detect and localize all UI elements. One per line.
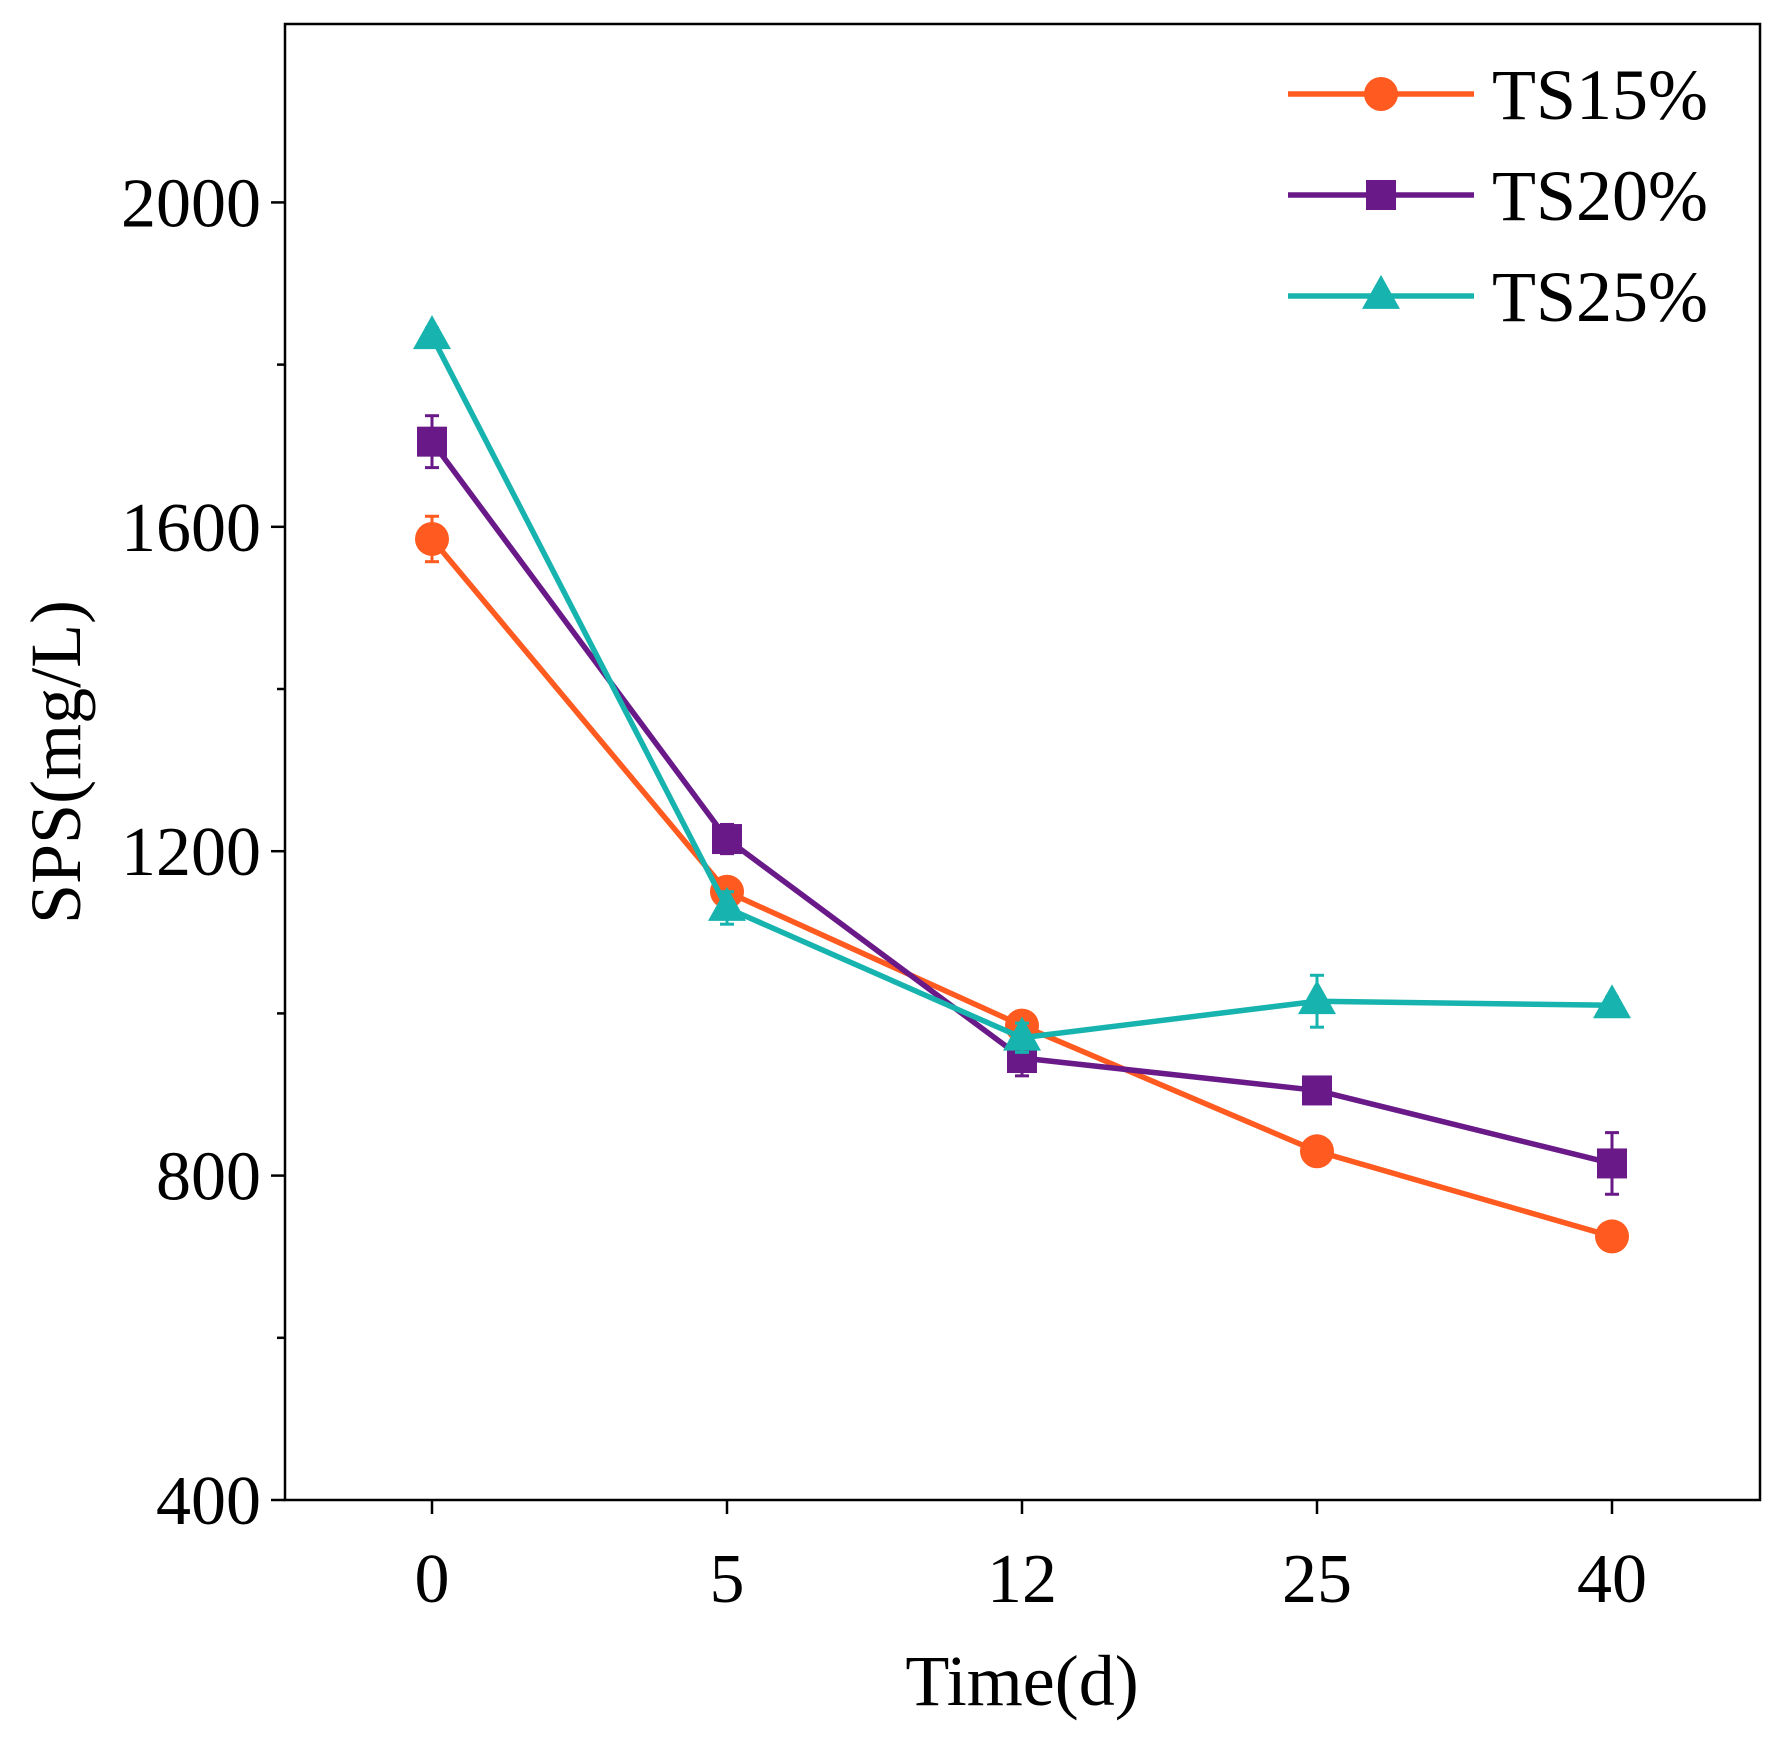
legend-item: TS25% (1288, 257, 1708, 337)
data-point (417, 426, 447, 457)
data-point (1597, 1148, 1627, 1179)
series-layer (413, 315, 1631, 1254)
data-point (1003, 1016, 1041, 1051)
data-point (708, 886, 746, 921)
y-tick-label: 1200 (121, 814, 261, 891)
legend-label: TS25% (1492, 257, 1708, 337)
data-point (1595, 1219, 1629, 1254)
data-point (712, 824, 742, 855)
data-point (413, 315, 451, 350)
series-TS25% (413, 315, 1631, 1054)
series-TS20% (417, 414, 1627, 1196)
legend-item: TS15% (1288, 55, 1708, 135)
series-line (429, 334, 1613, 1041)
x-tick-label: 40 (1577, 1541, 1647, 1618)
x-tick-label: 0 (415, 1541, 450, 1618)
legend-marker (1364, 77, 1398, 111)
x-axis: 0 5 12 25 40 (415, 1500, 1647, 1618)
y-axis-title: SPS(mg/L) (16, 600, 96, 924)
x-tick-label: 12 (987, 1541, 1057, 1618)
data-point (415, 521, 449, 556)
y-tick-label: 1600 (121, 490, 261, 567)
x-axis-title: Time(d) (905, 1641, 1138, 1721)
y-tick-label: 800 (156, 1139, 261, 1216)
data-point (1302, 1075, 1332, 1106)
legend-item: TS20% (1288, 156, 1708, 236)
y-tick-label: 400 (156, 1463, 261, 1540)
legend: TS15% TS20% TS25% (1288, 55, 1708, 337)
legend-marker (1366, 180, 1396, 210)
legend-marker (1362, 274, 1400, 309)
data-point (1300, 1134, 1334, 1169)
plot-area (283, 22, 1762, 1502)
legend-label: TS15% (1492, 55, 1708, 135)
plot-frame (283, 22, 1762, 1502)
x-tick-label: 5 (710, 1541, 745, 1618)
series-line (429, 537, 1613, 1240)
y-axis: 400 800 1200 1600 2000 (121, 165, 285, 1540)
data-point (1593, 984, 1631, 1019)
y-tick-label: 2000 (121, 165, 261, 242)
legend-label: TS20% (1492, 156, 1708, 236)
data-point (1298, 980, 1336, 1015)
x-tick-label: 25 (1282, 1541, 1352, 1618)
series-TS15% (415, 514, 1629, 1254)
